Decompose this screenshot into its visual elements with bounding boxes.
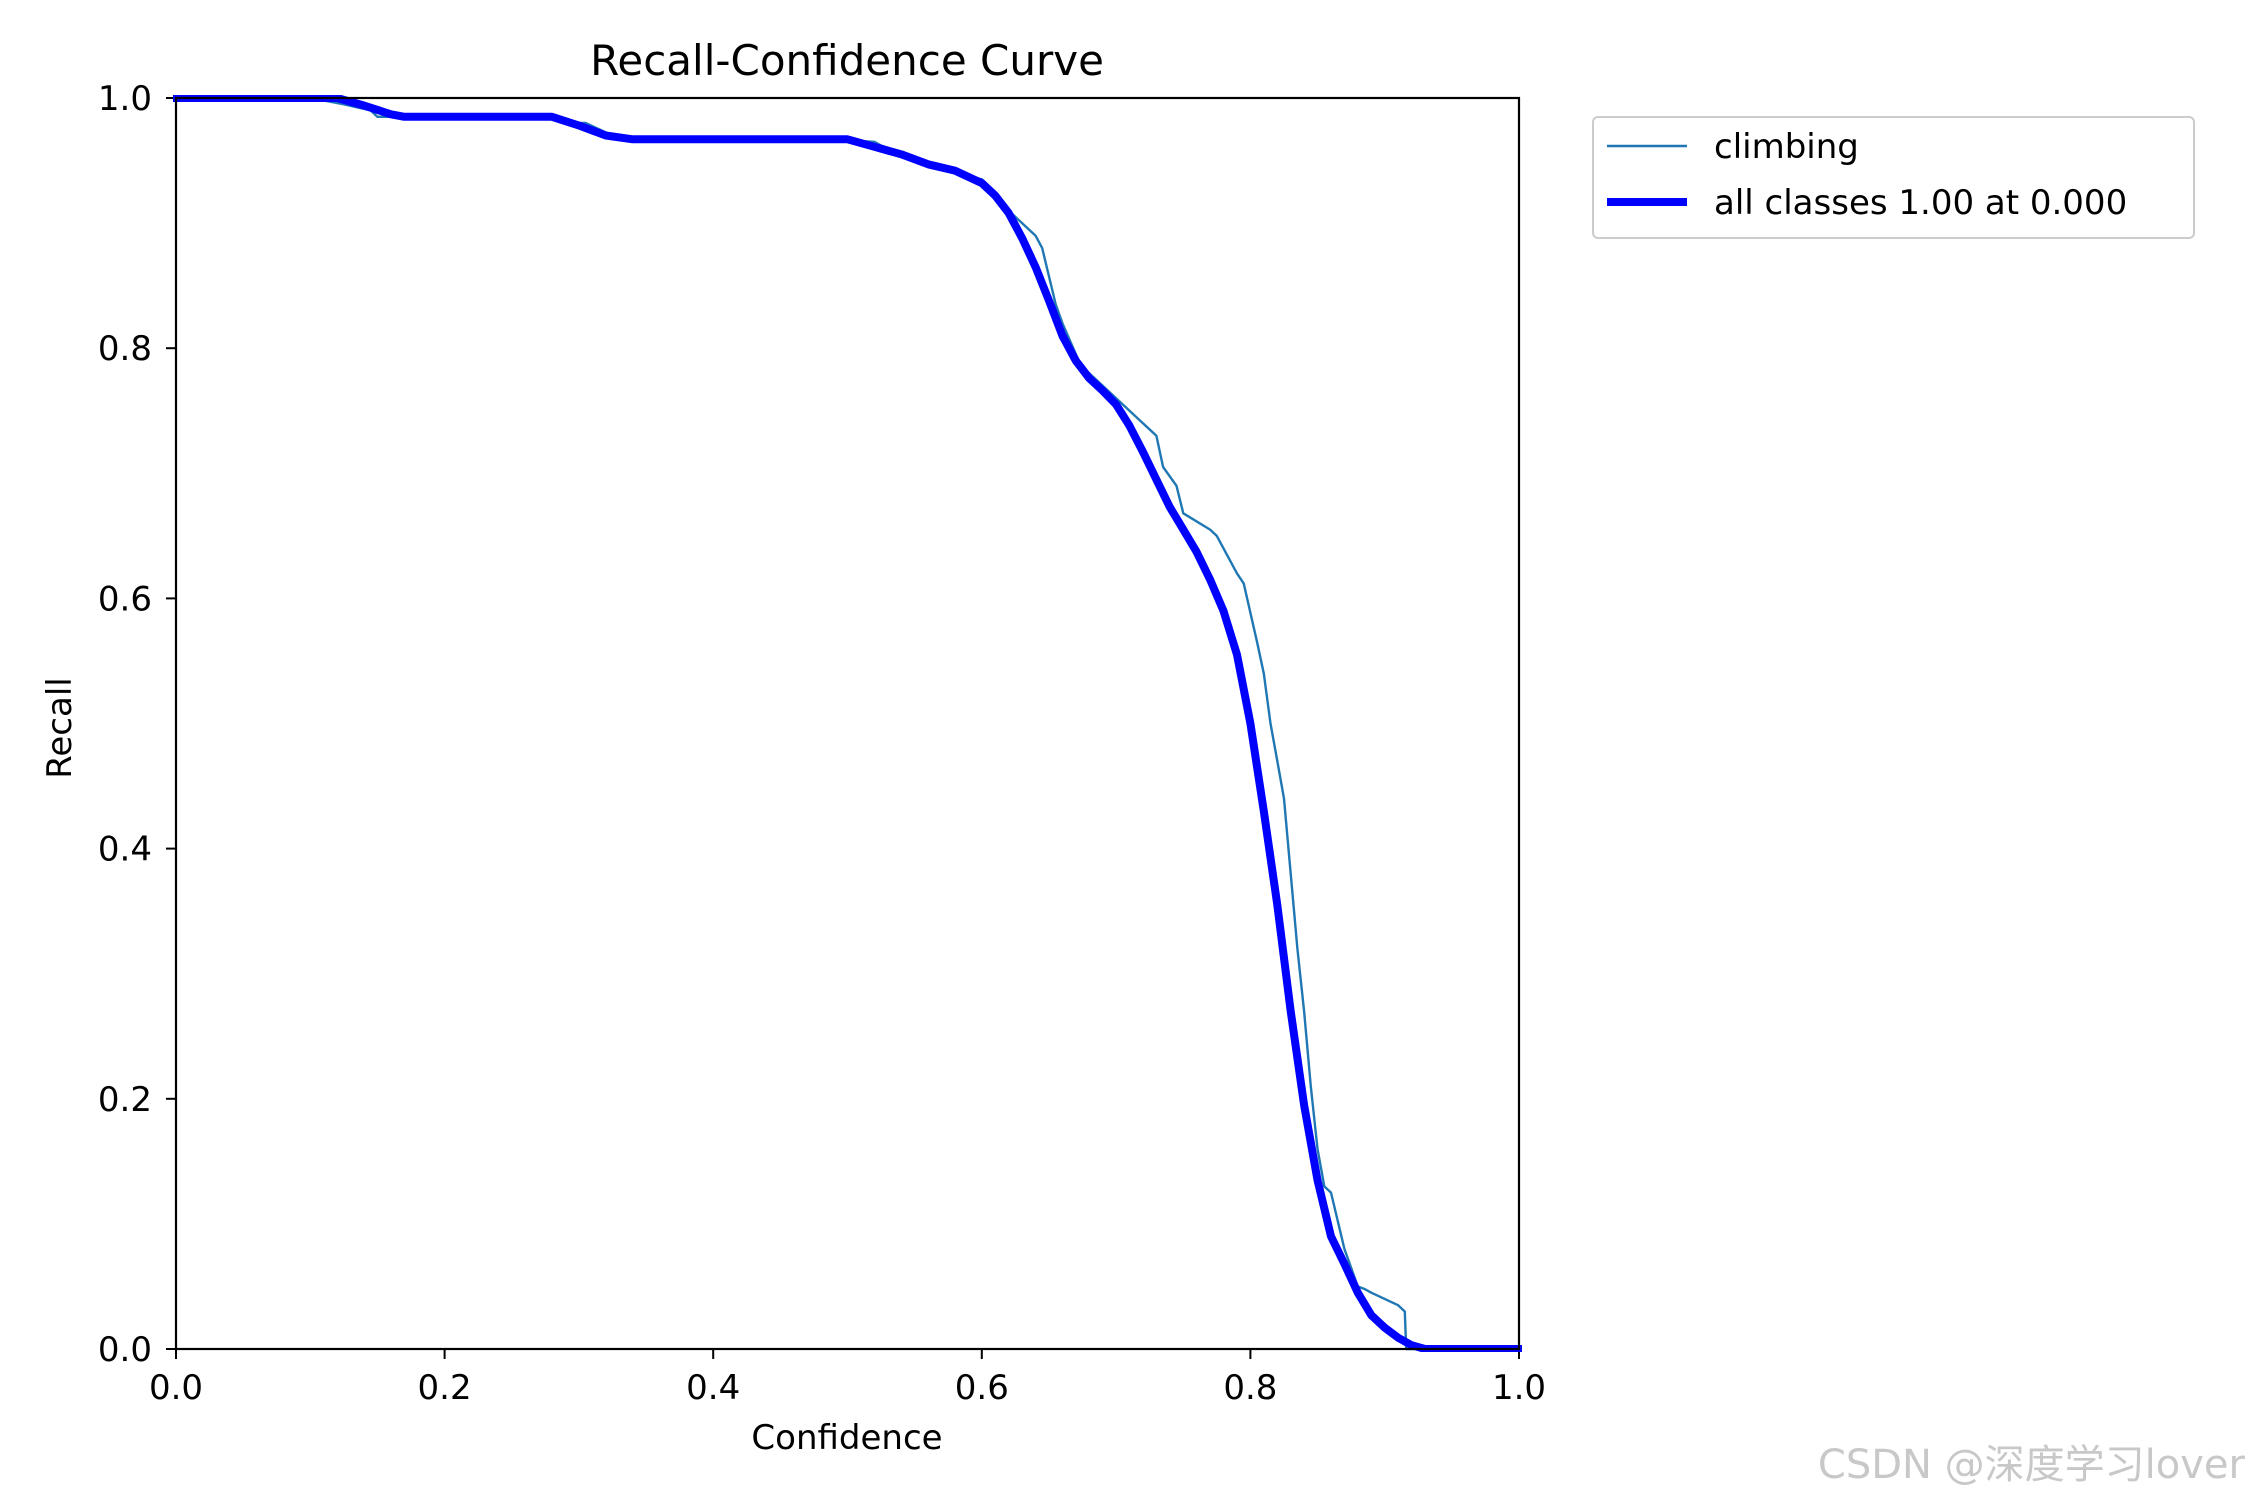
chart-title: Recall-Confidence Curve (590, 36, 1104, 85)
y-axis-label: Recall (40, 677, 80, 778)
x-tick-label: 0.6 (955, 1368, 1009, 1408)
y-tick-label: 0.4 (98, 830, 152, 870)
watermark-text: CSDN @深度学习lover (1818, 1442, 2246, 1488)
legend-label: climbing (1714, 127, 1859, 167)
x-tick-label: 0.4 (686, 1368, 740, 1408)
x-axis-label: Confidence (751, 1418, 942, 1458)
x-tick-label: 0.2 (418, 1368, 472, 1408)
y-tick-label: 1.0 (98, 79, 152, 119)
y-tick-label: 0.0 (98, 1330, 152, 1370)
y-tick-label: 0.2 (98, 1080, 152, 1120)
legend: climbing all classes 1.00 at 0.000 (1592, 116, 2195, 239)
legend-box (1592, 116, 2195, 239)
plot-area: 0.0 0.2 0.4 0.6 0.8 1.0 0.0 0.2 0.4 0.6 0.8 1.0 (98, 79, 1546, 1408)
plot-frame (174, 96, 1521, 1351)
x-tick-label: 1.0 (1492, 1368, 1546, 1408)
series-line-all-classes-1-00-at-0-000 (173, 95, 1522, 1352)
x-tick-label: 0.0 (149, 1368, 203, 1408)
y-tick-label: 0.6 (98, 579, 152, 619)
y-tick-label: 0.8 (98, 329, 152, 369)
x-tick-label: 0.8 (1223, 1368, 1277, 1408)
legend-label: all classes 1.00 at 0.000 (1714, 183, 2127, 223)
